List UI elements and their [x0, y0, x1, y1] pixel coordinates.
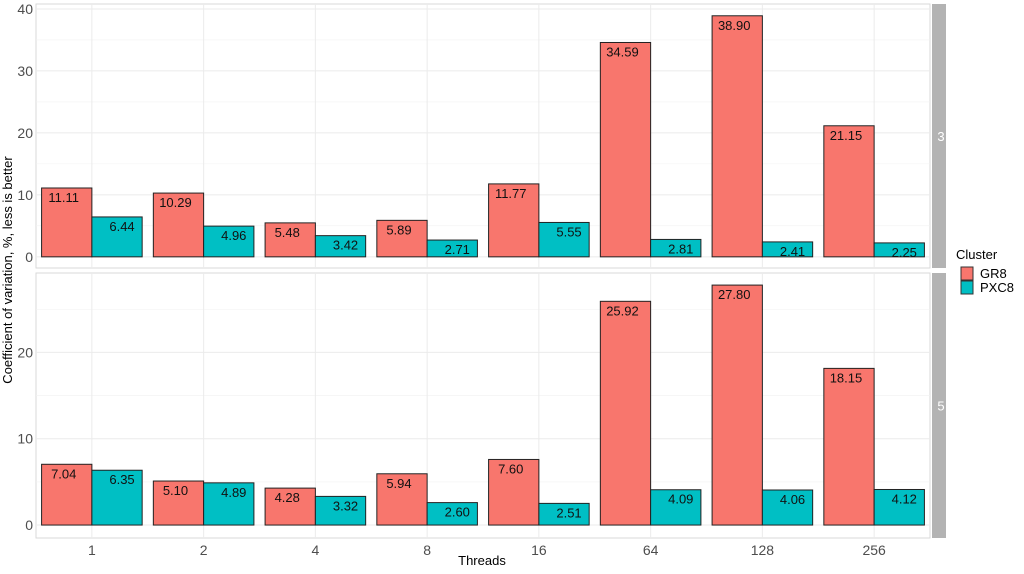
bar-GR8-1 [41, 187, 93, 258]
data-label-PXC8: 6.44 [109, 219, 134, 234]
facet-strip [932, 4, 946, 268]
bar-PXC8-16 [538, 502, 590, 526]
x-tick-label: 128 [751, 542, 775, 558]
data-label-GR8: 10.29 [159, 195, 192, 210]
legend-title: Cluster [956, 247, 998, 262]
bar-GR8-16 [488, 183, 540, 258]
data-label-PXC8: 6.35 [109, 472, 134, 487]
bar-PXC8-256 [873, 488, 925, 526]
x-tick-label: 64 [643, 542, 659, 558]
data-label-PXC8: 2.41 [780, 244, 805, 259]
bar-GR8-64 [599, 41, 652, 258]
y-tick-label: 30 [17, 63, 33, 79]
bar-PXC8-4 [314, 495, 367, 526]
data-label-PXC8: 2.81 [668, 241, 693, 256]
facet-strip [932, 273, 946, 538]
y-tick-label: 20 [17, 125, 33, 141]
y-tick-label: 0 [25, 249, 33, 265]
x-tick-label: 16 [531, 542, 547, 558]
bar-PXC8-8 [426, 239, 478, 258]
data-label-PXC8: 4.96 [221, 228, 246, 243]
data-label-PXC8: 4.89 [221, 485, 246, 500]
y-axis-title: Coefficient of variation, %, less is bet… [0, 156, 15, 384]
data-label-GR8: 18.15 [830, 370, 863, 385]
bar-PXC8-64 [650, 238, 702, 258]
data-label-GR8: 38.90 [718, 18, 751, 33]
legend-key-GR8 [960, 266, 974, 281]
legend-label: GR8 [980, 266, 1007, 281]
data-label-GR8: 27.80 [718, 287, 751, 302]
data-label-PXC8: 5.55 [556, 224, 581, 239]
bar-GR8-2 [152, 480, 205, 526]
data-label-GR8: 34.59 [606, 44, 639, 59]
bar-GR8-8 [376, 473, 428, 526]
data-label-GR8: 11.11 [48, 190, 79, 205]
data-label-GR8: 11.77 [495, 186, 527, 201]
data-label-GR8: 5.48 [275, 225, 300, 240]
bar-GR8-128 [711, 15, 763, 258]
bar-GR8-64 [599, 300, 652, 526]
bar-GR8-2 [152, 192, 205, 258]
bar-GR8-256 [823, 367, 875, 526]
data-label-PXC8: 4.09 [668, 492, 693, 507]
data-label-PXC8: 2.71 [445, 242, 470, 257]
facet-strip-label: 3 [937, 129, 944, 144]
data-label-PXC8: 2.60 [445, 505, 470, 520]
y-tick-label: 40 [17, 1, 33, 17]
data-label-PXC8: 3.42 [333, 238, 358, 253]
bar-GR8-16 [488, 458, 540, 526]
bar-PXC8-2 [203, 225, 255, 258]
x-tick-label: 1 [88, 542, 96, 558]
bar-PXC8-64 [650, 489, 702, 526]
data-label-GR8: 25.92 [606, 303, 639, 318]
x-tick-label: 256 [862, 542, 886, 558]
data-label-PXC8: 4.12 [892, 491, 917, 506]
legend-key-PXC8 [960, 280, 974, 295]
data-label-GR8: 7.60 [498, 461, 523, 476]
data-label-GR8: 7.04 [51, 466, 76, 481]
data-label-GR8: 5.94 [386, 476, 411, 491]
bar-GR8-1 [41, 463, 93, 526]
bar-PXC8-128 [761, 241, 814, 258]
x-tick-label: 4 [311, 542, 319, 558]
y-tick-label: 0 [25, 517, 33, 533]
bar-GR8-128 [711, 284, 763, 526]
data-label-PXC8: 2.25 [892, 245, 917, 260]
y-tick-label: 10 [17, 187, 33, 203]
bar-GR8-8 [376, 219, 428, 258]
data-label-GR8: 21.15 [830, 128, 863, 143]
data-label-GR8: 5.10 [163, 483, 188, 498]
bar-GR8-256 [823, 125, 875, 258]
legend-label: PXC8 [980, 280, 1014, 295]
data-label-GR8: 4.28 [275, 490, 300, 505]
data-label-PXC8: 3.32 [333, 498, 358, 513]
x-tick-label: 2 [200, 542, 208, 558]
bar-PXC8-128 [761, 489, 814, 526]
bar-PXC8-8 [426, 502, 478, 526]
facet-strip-label: 5 [937, 399, 944, 414]
data-label-GR8: 5.89 [386, 222, 411, 237]
bar-PXC8-1 [91, 216, 143, 258]
y-tick-label: 10 [17, 431, 33, 447]
data-label-PXC8: 2.51 [556, 505, 581, 520]
bar-PXC8-16 [538, 221, 590, 258]
bar-PXC8-1 [91, 469, 143, 526]
bar-PXC8-256 [873, 242, 925, 258]
bar-PXC8-2 [203, 482, 255, 526]
x-tick-label: 8 [423, 542, 431, 558]
x-axis-title: Threads [458, 553, 506, 568]
bar-PXC8-4 [314, 235, 367, 258]
data-label-PXC8: 4.06 [780, 492, 805, 507]
y-tick-label: 20 [17, 344, 33, 360]
